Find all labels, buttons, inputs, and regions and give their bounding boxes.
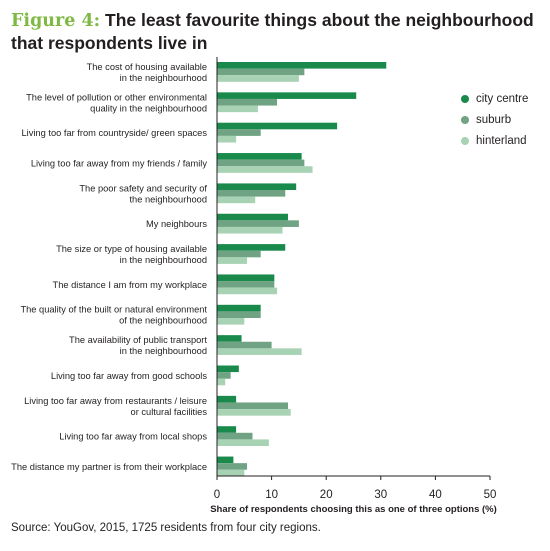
legend-swatch-0 [461, 94, 469, 103]
bar-hinterland-0 [217, 75, 299, 82]
legend-swatch-1 [461, 115, 469, 124]
legend-swatch-2 [461, 136, 469, 145]
category-label-6-line-1: in the neighbourhood [120, 255, 207, 265]
bar-suburb-12 [217, 432, 253, 440]
bar-suburb-10 [217, 372, 231, 379]
x-axis-label: Share of respondents choosing this as on… [210, 504, 497, 515]
category-label-8-line-0: The quality of the built or natural envi… [20, 305, 207, 315]
bar-city-centre-11 [217, 395, 237, 403]
bar-hinterland-9 [217, 348, 302, 355]
bar-city-centre-6 [217, 244, 286, 251]
bar-city-centre-13 [217, 456, 234, 464]
bar-suburb-7 [217, 281, 275, 288]
legend-item-suburb: suburb [461, 109, 528, 130]
legend-label-0: city centre [476, 92, 529, 105]
bar-hinterland-8 [217, 318, 245, 325]
bar-city-centre-2 [217, 122, 338, 130]
legend-label-2: hinterland [476, 134, 527, 147]
legend-item-city-centre: city centre [461, 88, 528, 109]
chart-legend: city centre suburb hinterland [461, 88, 528, 151]
bar-city-centre-7 [217, 274, 275, 282]
bar-city-centre-5 [217, 213, 288, 221]
category-label-11-line-1: or cultural facilities [131, 407, 208, 417]
bar-suburb-2 [217, 129, 261, 136]
bar-hinterland-12 [217, 439, 269, 446]
legend-item-hinterland: hinterland [461, 130, 528, 151]
category-label-1-line-1: quality in the neighbourhood [90, 103, 207, 113]
x-tick-label-0: 0 [214, 489, 220, 501]
bar-suburb-1 [217, 98, 278, 106]
bars-group [217, 62, 387, 477]
bar-hinterland-10 [217, 378, 226, 386]
bar-hinterland-4 [217, 196, 256, 204]
x-tick-label-1: 10 [265, 489, 278, 501]
bar-city-centre-4 [217, 183, 297, 190]
bar-suburb-4 [217, 190, 286, 197]
bar-city-centre-10 [217, 365, 239, 373]
bar-city-centre-8 [217, 304, 261, 312]
bar-city-centre-9 [217, 335, 242, 342]
figure-label: Figure 4: [11, 11, 101, 31]
category-label-6-line-0: The size or type of housing available [56, 244, 207, 254]
bar-suburb-0 [217, 68, 305, 76]
x-tick-label-3: 30 [374, 489, 387, 501]
x-tick-label-5: 50 [484, 489, 497, 501]
category-label-0-line-1: in the neighbourhood [120, 73, 207, 83]
bar-city-centre-3 [217, 153, 302, 160]
category-label-4-line-1: the neighbourhood [129, 194, 207, 204]
bar-suburb-11 [217, 402, 288, 410]
category-label-1-line-0: The level of pollution or other environm… [26, 92, 207, 102]
category-label-9-line-1: in the neighbourhood [120, 346, 207, 356]
category-label-8-line-1: of the neighbourhood [119, 316, 207, 326]
category-label-9-line-0: The availability of public transport [69, 335, 207, 345]
bar-suburb-3 [217, 159, 305, 167]
source-note: Source: YouGov, 2015, 1725 residents fro… [11, 522, 321, 534]
category-label-5-line-0: My neighbours [146, 219, 207, 229]
category-label-4-line-0: The poor safety and security of [79, 183, 207, 193]
category-label-2-line-0: Living too far from countryside/ green s… [21, 128, 207, 138]
bar-hinterland-6 [217, 257, 248, 264]
category-label-12-line-0: Living too far away from local shops [59, 432, 207, 442]
bar-city-centre-0 [217, 62, 387, 69]
bar-suburb-8 [217, 311, 261, 318]
bar-suburb-5 [217, 220, 299, 227]
category-label-3-line-0: Living too far away from my friends / fa… [31, 158, 208, 168]
bar-suburb-6 [217, 250, 261, 258]
legend-label-1: suburb [476, 113, 512, 126]
bar-hinterland-3 [217, 166, 313, 173]
bar-hinterland-2 [217, 135, 237, 143]
bar-city-centre-12 [217, 426, 237, 433]
category-label-11-line-0: Living too far away from restaurants / l… [24, 396, 207, 406]
category-label-0-line-0: The cost of housing available [87, 62, 207, 72]
bar-hinterland-13 [217, 469, 245, 477]
bar-suburb-13 [217, 463, 248, 470]
category-label-10-line-0: Living too far away from good schools [51, 371, 207, 381]
x-axis-ticks: 0 10 20 30 40 50 [214, 476, 497, 501]
figure-title-text: The least favourite things about the nei… [11, 10, 534, 53]
bar-hinterland-7 [217, 287, 278, 295]
x-tick-label-4: 40 [429, 489, 442, 501]
figure-title: Figure 4: The least favourite things abo… [11, 9, 541, 54]
bar-suburb-9 [217, 341, 272, 349]
x-tick-label-2: 20 [320, 489, 333, 501]
bar-hinterland-11 [217, 409, 291, 416]
bar-hinterland-1 [217, 105, 258, 113]
bar-hinterland-5 [217, 226, 283, 234]
category-label-7-line-0: The distance I am from my workplace [53, 280, 207, 290]
bar-city-centre-1 [217, 92, 357, 99]
category-label-13-line-0: The distance my partner is from their wo… [11, 462, 207, 472]
